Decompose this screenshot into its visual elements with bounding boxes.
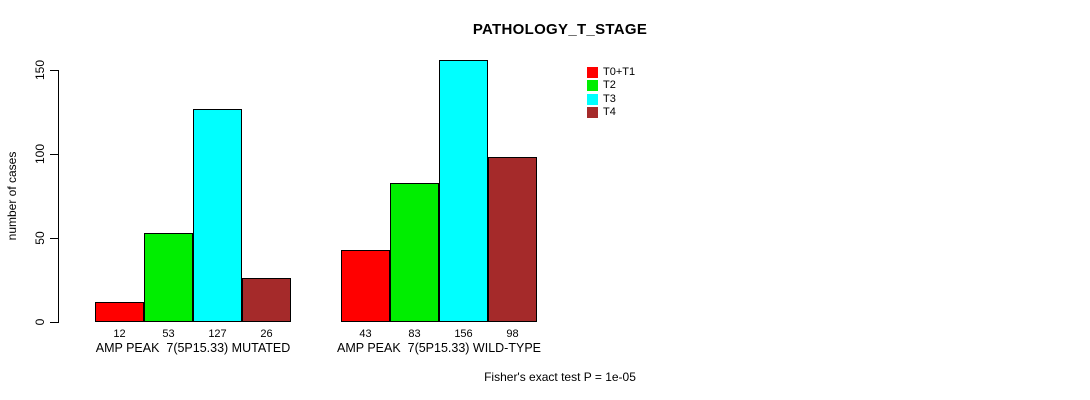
bar-t2-group2 [390, 183, 439, 322]
y-tick-label: 100 [33, 143, 47, 165]
x-group-label-wild-type: AMP PEAK 7(5P15.33) WILD-TYPE [336, 341, 541, 355]
bar-value-label: 12 [113, 328, 126, 340]
y-tick [50, 154, 58, 155]
legend-label: T0+T1 [603, 66, 636, 78]
bar-t2-group1 [144, 233, 193, 322]
bar-value-label: 127 [208, 328, 227, 340]
y-tick-label: 150 [33, 59, 47, 81]
legend-label: T3 [603, 93, 616, 105]
y-axis-label: number of cases [5, 151, 19, 241]
bar-value-label: 26 [260, 328, 273, 340]
bar-value-label: 83 [408, 328, 421, 340]
legend-swatch-icon [587, 93, 598, 105]
bar-value-label: 98 [506, 328, 519, 340]
bar-t3-group2 [439, 60, 488, 322]
legend-label: T2 [603, 79, 616, 91]
y-tick-label: 50 [33, 231, 47, 245]
y-tick [50, 322, 58, 323]
bar-value-label: 43 [359, 328, 372, 340]
y-tick [50, 238, 58, 239]
x-group-label-mutated: AMP PEAK 7(5P15.33) MUTATED [95, 341, 291, 355]
bar-value-label: 156 [454, 328, 473, 340]
legend-item: T3 [587, 93, 616, 105]
bar-t0t1-group2 [341, 250, 390, 322]
legend-label: T4 [603, 106, 616, 118]
legend-item: T2 [587, 79, 616, 91]
bar-t0t1-group1 [95, 302, 144, 322]
y-tick [50, 70, 58, 71]
chart-title: PATHOLOGY_T_STAGE [472, 21, 648, 38]
legend-swatch-icon [587, 106, 598, 118]
legend-item: T4 [587, 106, 616, 118]
bar-value-label: 53 [162, 328, 175, 340]
stat-test-footnote: Fisher's exact test P = 1e-05 [484, 370, 636, 384]
bar-t4-group1 [242, 278, 291, 322]
bar-t4-group2 [488, 157, 537, 322]
legend-item: T0+T1 [587, 66, 635, 78]
legend-swatch-icon [587, 66, 598, 78]
bar-t3-group1 [193, 109, 242, 322]
y-axis-line [58, 70, 59, 323]
legend-swatch-icon [587, 79, 598, 91]
